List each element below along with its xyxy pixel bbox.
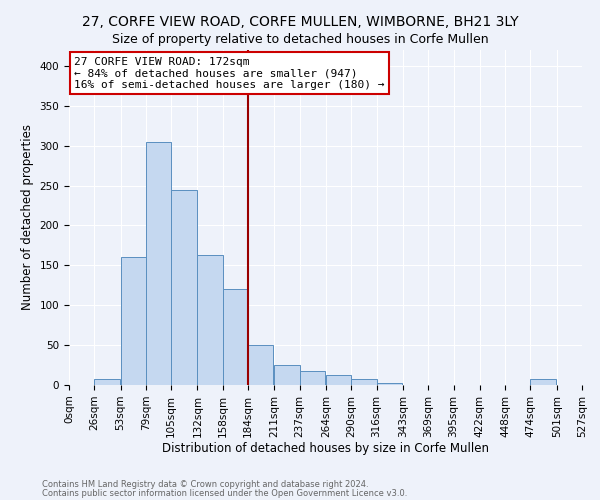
- Bar: [326, 376, 351, 385]
- Bar: [377, 384, 402, 385]
- Bar: [197, 255, 223, 385]
- Text: Contains public sector information licensed under the Open Government Licence v3: Contains public sector information licen…: [42, 488, 407, 498]
- Bar: [146, 142, 171, 385]
- X-axis label: Distribution of detached houses by size in Corfe Mullen: Distribution of detached houses by size …: [162, 442, 489, 456]
- Text: 27, CORFE VIEW ROAD, CORFE MULLEN, WIMBORNE, BH21 3LY: 27, CORFE VIEW ROAD, CORFE MULLEN, WIMBO…: [82, 15, 518, 29]
- Bar: [530, 378, 556, 385]
- Text: Contains HM Land Registry data © Crown copyright and database right 2024.: Contains HM Land Registry data © Crown c…: [42, 480, 368, 489]
- Y-axis label: Number of detached properties: Number of detached properties: [21, 124, 34, 310]
- Bar: [351, 380, 377, 385]
- Bar: [94, 378, 119, 385]
- Text: 27 CORFE VIEW ROAD: 172sqm
← 84% of detached houses are smaller (947)
16% of sem: 27 CORFE VIEW ROAD: 172sqm ← 84% of deta…: [74, 56, 385, 90]
- Bar: [300, 370, 325, 385]
- Bar: [121, 258, 146, 385]
- Bar: [248, 345, 274, 385]
- Bar: [223, 290, 248, 385]
- Bar: [274, 365, 300, 385]
- Text: Size of property relative to detached houses in Corfe Mullen: Size of property relative to detached ho…: [112, 32, 488, 46]
- Bar: [171, 190, 197, 385]
